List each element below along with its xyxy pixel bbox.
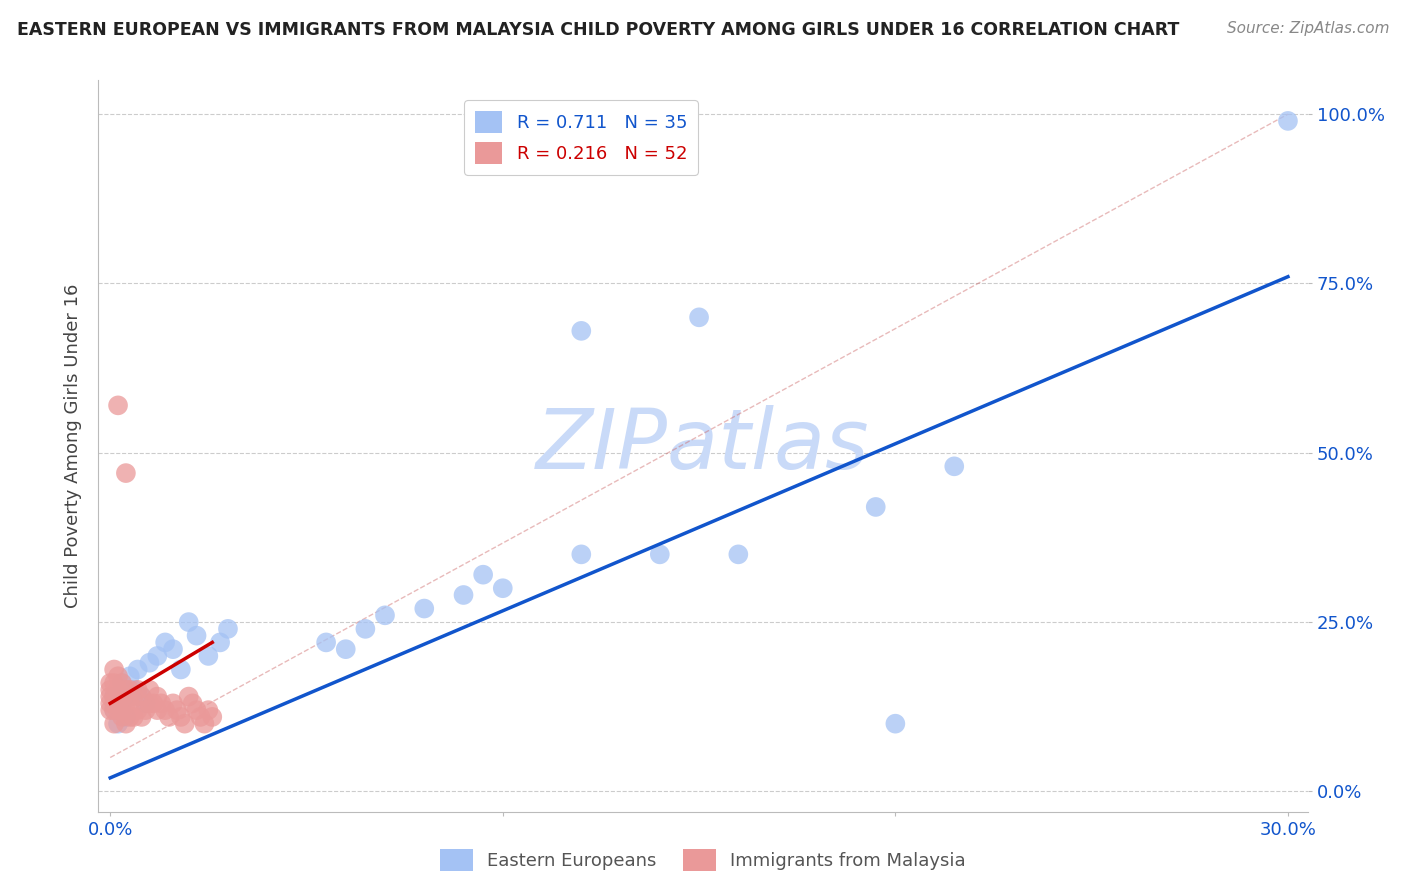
Point <box>186 703 208 717</box>
Point <box>138 682 160 697</box>
Point <box>648 547 671 561</box>
Legend: R = 0.711   N = 35, R = 0.216   N = 52: R = 0.711 N = 35, R = 0.216 N = 52 <box>464 100 697 175</box>
Point <box>131 690 153 704</box>
Point <box>1277 114 1299 128</box>
Point <box>127 663 149 677</box>
Point <box>103 716 125 731</box>
Point <box>115 697 138 711</box>
Point <box>107 703 129 717</box>
Point <box>111 690 134 704</box>
Y-axis label: Child Poverty Among Girls Under 16: Child Poverty Among Girls Under 16 <box>63 284 82 608</box>
Point <box>103 690 125 704</box>
Point <box>111 697 134 711</box>
Text: ZIPatlas: ZIPatlas <box>536 406 870 486</box>
Point <box>122 690 145 704</box>
Point <box>98 676 121 690</box>
Point <box>453 588 475 602</box>
Point <box>354 622 377 636</box>
Point <box>727 547 749 561</box>
Point <box>177 615 200 629</box>
Point <box>569 547 592 561</box>
Point <box>472 567 495 582</box>
Point <box>865 500 887 514</box>
Point <box>107 697 129 711</box>
Point <box>186 629 208 643</box>
Point <box>146 648 169 663</box>
Point <box>111 703 134 717</box>
Point <box>413 601 436 615</box>
Point <box>98 703 121 717</box>
Point <box>177 690 200 704</box>
Point <box>115 466 138 480</box>
Point <box>103 703 125 717</box>
Point <box>107 716 129 731</box>
Point <box>146 690 169 704</box>
Point <box>217 622 239 636</box>
Point <box>492 581 515 595</box>
Point <box>209 635 232 649</box>
Point <box>153 635 176 649</box>
Point <box>118 697 141 711</box>
Point <box>107 669 129 683</box>
Point <box>135 697 157 711</box>
Point <box>131 710 153 724</box>
Point <box>884 716 907 731</box>
Text: Source: ZipAtlas.com: Source: ZipAtlas.com <box>1226 21 1389 36</box>
Point <box>122 710 145 724</box>
Point <box>170 710 193 724</box>
Point <box>115 682 138 697</box>
Point <box>135 703 157 717</box>
Point <box>166 703 188 717</box>
Point <box>103 676 125 690</box>
Point <box>122 682 145 697</box>
Point <box>146 703 169 717</box>
Point <box>98 690 121 704</box>
Point <box>98 682 121 697</box>
Point <box>197 648 219 663</box>
Point <box>197 703 219 717</box>
Point <box>162 697 184 711</box>
Point <box>111 710 134 724</box>
Point <box>190 710 212 724</box>
Point <box>150 697 173 711</box>
Point <box>157 710 180 724</box>
Point <box>138 697 160 711</box>
Point <box>335 642 357 657</box>
Point <box>943 459 966 474</box>
Point <box>115 710 138 724</box>
Point <box>115 716 138 731</box>
Text: EASTERN EUROPEAN VS IMMIGRANTS FROM MALAYSIA CHILD POVERTY AMONG GIRLS UNDER 16 : EASTERN EUROPEAN VS IMMIGRANTS FROM MALA… <box>17 21 1180 38</box>
Point <box>153 703 176 717</box>
Point <box>142 697 165 711</box>
Point <box>111 676 134 690</box>
Point <box>162 642 184 657</box>
Point <box>103 703 125 717</box>
Point <box>131 690 153 704</box>
Point <box>103 663 125 677</box>
Point <box>374 608 396 623</box>
Point <box>127 682 149 697</box>
Point <box>118 682 141 697</box>
Point <box>103 697 125 711</box>
Point <box>173 716 195 731</box>
Point <box>193 716 215 731</box>
Point <box>98 697 121 711</box>
Point <box>103 690 125 704</box>
Point <box>315 635 337 649</box>
Point <box>118 710 141 724</box>
Point <box>201 710 224 724</box>
Point <box>138 656 160 670</box>
Point <box>107 682 129 697</box>
Legend: Eastern Europeans, Immigrants from Malaysia: Eastern Europeans, Immigrants from Malay… <box>433 842 973 879</box>
Point <box>569 324 592 338</box>
Point <box>107 398 129 412</box>
Point <box>127 703 149 717</box>
Point <box>118 669 141 683</box>
Point <box>111 676 134 690</box>
Point <box>181 697 204 711</box>
Point <box>688 310 710 325</box>
Point <box>107 690 129 704</box>
Point <box>118 690 141 704</box>
Point <box>170 663 193 677</box>
